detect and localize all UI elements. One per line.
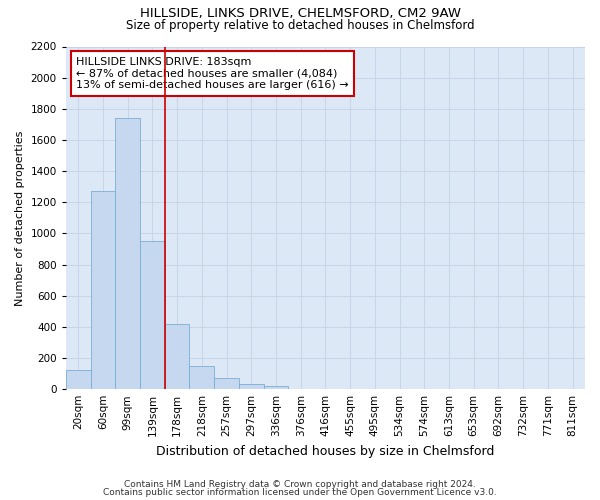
Bar xyxy=(66,370,91,389)
Bar xyxy=(140,241,165,389)
Bar xyxy=(165,324,190,389)
Bar xyxy=(115,118,140,389)
Bar xyxy=(190,366,214,389)
Text: Contains public sector information licensed under the Open Government Licence v3: Contains public sector information licen… xyxy=(103,488,497,497)
Bar xyxy=(214,378,239,389)
X-axis label: Distribution of detached houses by size in Chelmsford: Distribution of detached houses by size … xyxy=(156,444,494,458)
Bar xyxy=(263,386,289,389)
Text: Size of property relative to detached houses in Chelmsford: Size of property relative to detached ho… xyxy=(125,19,475,32)
Text: HILLSIDE LINKS DRIVE: 183sqm
← 87% of detached houses are smaller (4,084)
13% of: HILLSIDE LINKS DRIVE: 183sqm ← 87% of de… xyxy=(76,57,349,90)
Bar xyxy=(91,192,115,389)
Bar xyxy=(239,384,263,389)
Y-axis label: Number of detached properties: Number of detached properties xyxy=(15,130,25,306)
Text: HILLSIDE, LINKS DRIVE, CHELMSFORD, CM2 9AW: HILLSIDE, LINKS DRIVE, CHELMSFORD, CM2 9… xyxy=(139,8,461,20)
Text: Contains HM Land Registry data © Crown copyright and database right 2024.: Contains HM Land Registry data © Crown c… xyxy=(124,480,476,489)
